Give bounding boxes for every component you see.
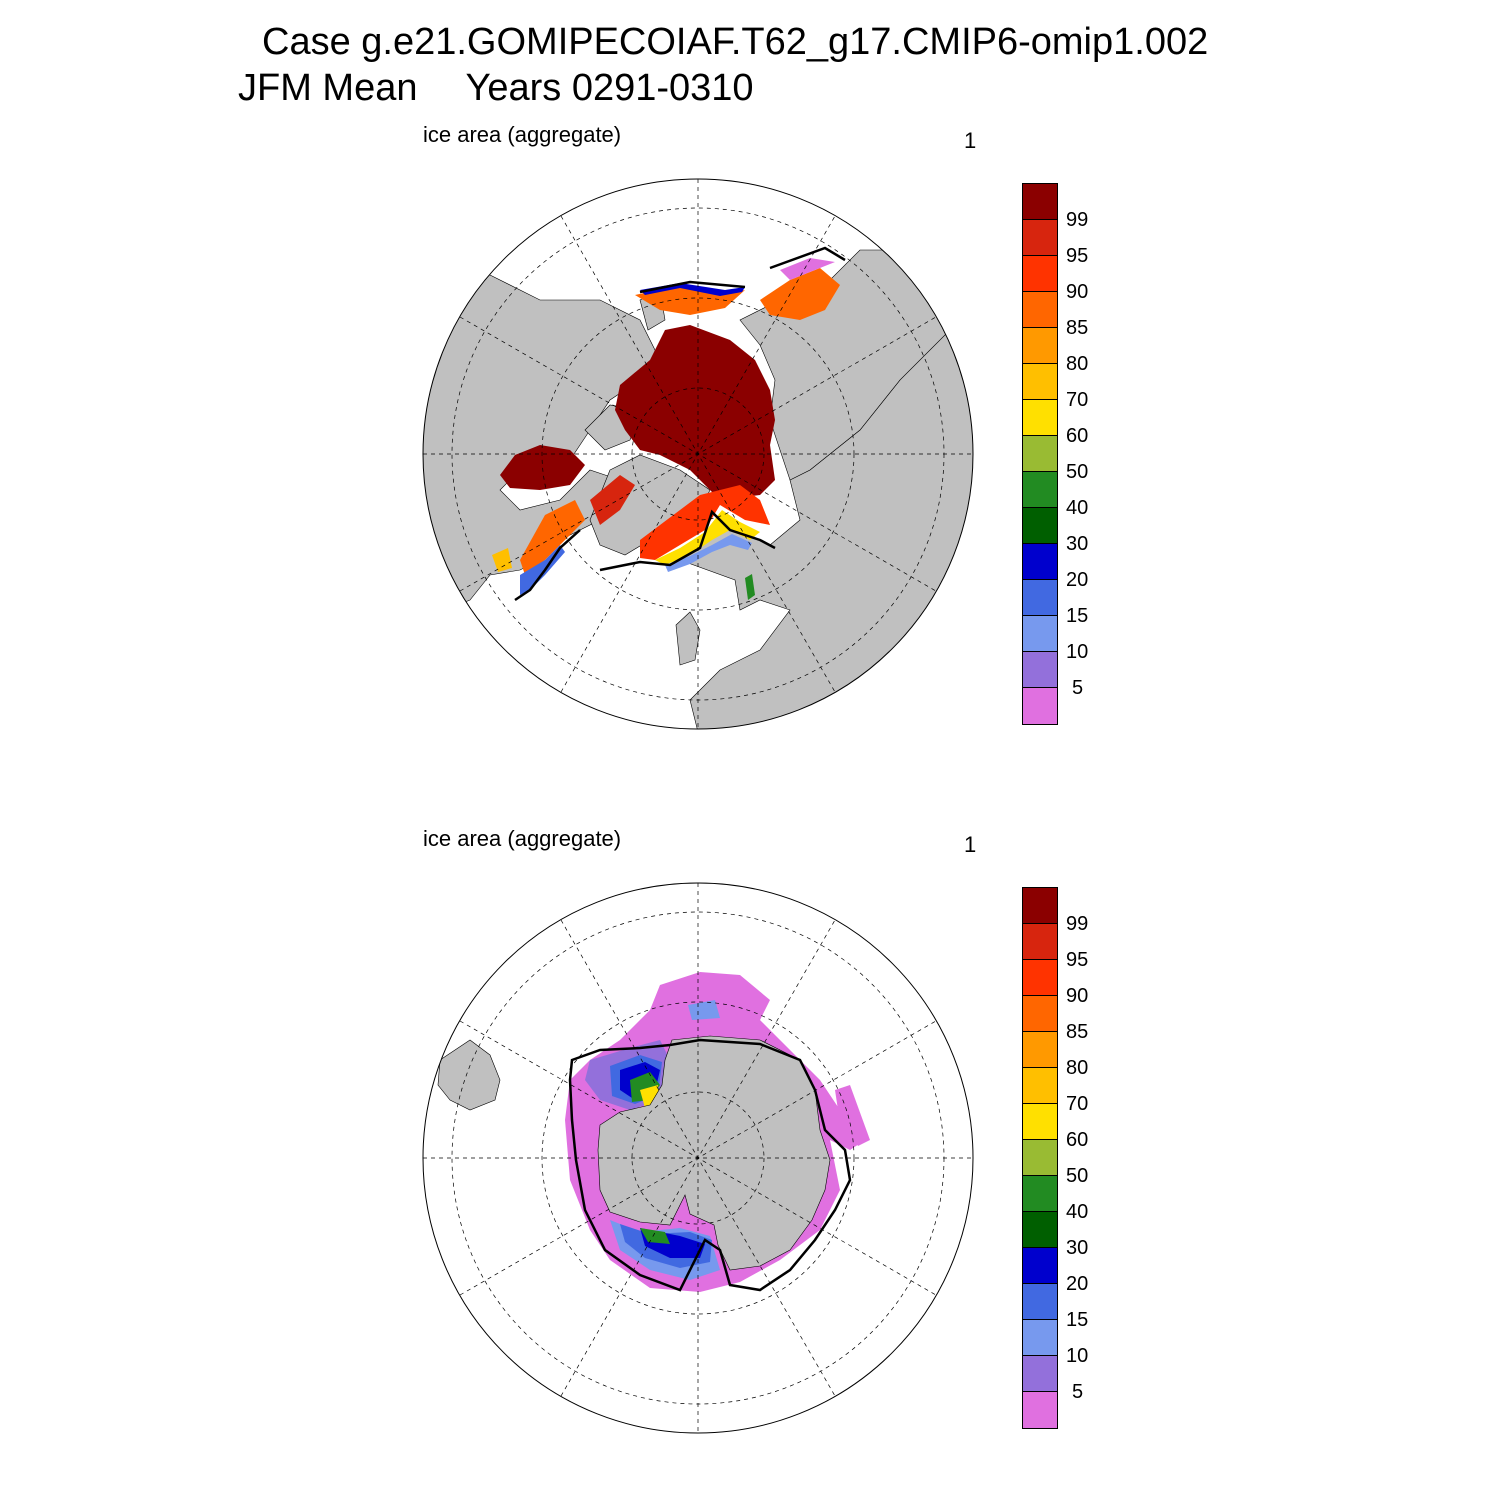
legend-label: 5 <box>1072 677 1084 699</box>
north-land-north-america <box>423 259 661 621</box>
north-map-border <box>422 178 974 730</box>
legend-label: 95 <box>1066 949 1089 971</box>
north-legend-bar <box>1022 183 1058 725</box>
south-panel-label: ice area (aggregate) <box>423 826 622 851</box>
season-label: JFM Mean <box>238 67 418 109</box>
legend-color-box <box>1023 1320 1057 1356</box>
legend-label: 85 <box>1066 317 1089 339</box>
north-ice-atlantic-edge <box>665 534 752 572</box>
legend-color-box <box>1023 544 1057 580</box>
legend-color-box <box>1023 1068 1057 1104</box>
legend-color-box <box>1023 292 1057 328</box>
legend-color-box <box>1023 1032 1057 1068</box>
legend-color-box <box>1023 1104 1057 1140</box>
legend-label: 60 <box>1066 1129 1089 1151</box>
legend-color-box <box>1023 436 1057 472</box>
legend-label: 70 <box>1066 389 1089 411</box>
legend-color-box <box>1023 688 1057 724</box>
legend-color-box <box>1023 1212 1057 1248</box>
legend-label: 15 <box>1066 605 1089 627</box>
legend-label: 70 <box>1066 1093 1089 1115</box>
legend-color-box <box>1023 616 1057 652</box>
legend-label: 80 <box>1066 353 1089 375</box>
legend-label: 20 <box>1066 569 1089 591</box>
legend-color-box <box>1023 580 1057 616</box>
legend-color-box <box>1023 652 1057 688</box>
north-panel-number: 1 <box>964 128 977 153</box>
legend-label: 10 <box>1066 1345 1089 1367</box>
south-panel-number: 1 <box>964 832 977 857</box>
legend-label: 40 <box>1066 1201 1089 1223</box>
south-ice-ross-core <box>640 1228 670 1244</box>
legend-color-box <box>1023 328 1057 364</box>
legend-color-box <box>1023 888 1057 924</box>
legend-label: 5 <box>1072 1381 1084 1403</box>
years-label: Years 0291-0310 <box>465 67 754 109</box>
legend-color-box <box>1023 1284 1057 1320</box>
legend-label: 30 <box>1066 533 1089 555</box>
south-legend-bar <box>1022 887 1058 1429</box>
legend-color-box <box>1023 996 1057 1032</box>
legend-label: 50 <box>1066 1165 1089 1187</box>
north-polar-map <box>423 179 973 729</box>
legend-color-box <box>1023 508 1057 544</box>
legend-label: 20 <box>1066 1273 1089 1295</box>
legend-label: 95 <box>1066 245 1089 267</box>
legend-color-box <box>1023 184 1057 220</box>
south-land-south-america <box>437 1039 501 1111</box>
subtitle: JFM Mean Years 0291-0310 <box>238 66 754 110</box>
legend-color-box <box>1023 924 1057 960</box>
legend-color-box <box>1023 960 1057 996</box>
legend-label: 30 <box>1066 1237 1089 1259</box>
legend-label: 99 <box>1066 209 1089 231</box>
main-title: Case g.e21.GOMIPECOIAF.T62_g17.CMIP6-omi… <box>262 21 1209 63</box>
north-graticule <box>423 179 973 729</box>
legend-color-box <box>1023 1356 1057 1392</box>
legend-label: 80 <box>1066 1057 1089 1079</box>
north-ice-atlantic <box>640 485 770 560</box>
north-panel-label: ice area (aggregate) <box>423 122 622 147</box>
legend-color-box <box>1023 1248 1057 1284</box>
legend-label: 60 <box>1066 425 1089 447</box>
legend-color-box <box>1023 256 1057 292</box>
north-ice-gulf-stlawrence <box>492 548 512 572</box>
north-ice-okhotsk <box>760 268 840 320</box>
legend-color-box <box>1023 400 1057 436</box>
south-map-border <box>422 882 974 1434</box>
legend-label: 40 <box>1066 497 1089 519</box>
north-ice-atlantic-mid <box>655 510 760 565</box>
south-observed-ice-edge <box>568 1038 852 1292</box>
north-ice-hudson <box>500 445 585 490</box>
north-land-britain <box>675 611 701 666</box>
legend-color-box <box>1023 1140 1057 1176</box>
north-observed-ice-edge <box>514 246 846 602</box>
legend-color-box <box>1023 364 1057 400</box>
south-polar-map <box>423 883 973 1433</box>
north-ice-arctic-core <box>615 325 775 500</box>
north-ice-baffin <box>590 475 635 525</box>
legend-label: 85 <box>1066 1021 1089 1043</box>
south-ice-patch <box>688 1000 720 1020</box>
south-graticule <box>423 883 973 1433</box>
south-land-antarctica <box>597 1035 831 1271</box>
legend-label: 99 <box>1066 913 1089 935</box>
north-ice-bering <box>635 285 745 315</box>
south-ice-east-patch <box>835 1085 870 1146</box>
north-ice-baltic <box>745 574 755 600</box>
legend-label: 10 <box>1066 641 1089 663</box>
north-ice-okhotsk-edge <box>780 258 835 280</box>
legend-label: 90 <box>1066 985 1089 1007</box>
legend-label: 15 <box>1066 1309 1089 1331</box>
legend-label: 90 <box>1066 281 1089 303</box>
legend-color-box <box>1023 220 1057 256</box>
legend-label: 50 <box>1066 461 1089 483</box>
legend-color-box <box>1023 1176 1057 1212</box>
legend-color-box <box>1023 1392 1057 1428</box>
legend-color-box <box>1023 472 1057 508</box>
